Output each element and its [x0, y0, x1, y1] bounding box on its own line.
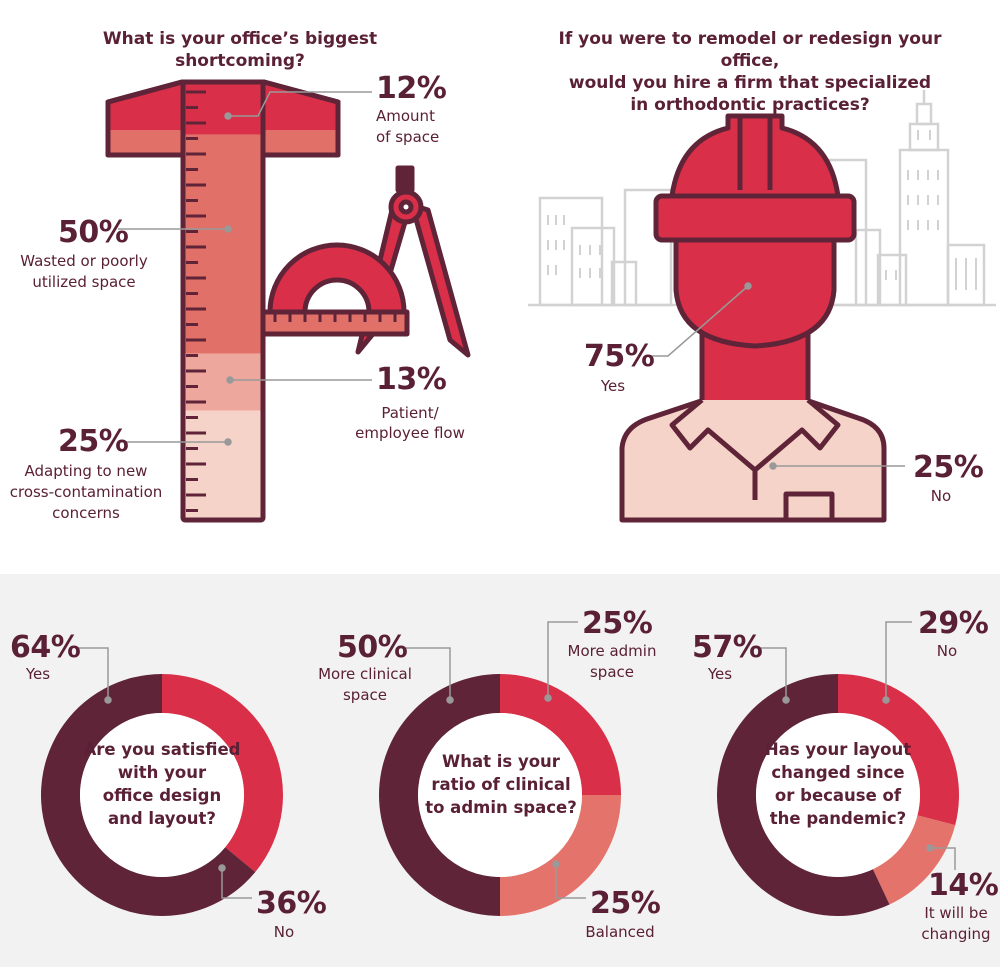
donut3-pct-changing: 14% — [928, 868, 999, 903]
donut3-question: Has your layout changed since or because… — [758, 738, 918, 830]
donut3-label-yes: Yes — [707, 665, 733, 683]
donut2-label-clinical-b: space — [342, 686, 387, 704]
donut2-label-admin-b: space — [589, 663, 634, 681]
donut3-slice-57% — [717, 674, 890, 917]
donut3-pct-yes: 57% — [692, 630, 763, 665]
ruler-label-3a: Patient/ — [381, 404, 439, 422]
donut1-slice-64% — [40, 674, 256, 917]
t-square-ruler-icon — [105, 79, 341, 523]
worker-title-line-1: If you were to remodel or redesign your … — [558, 29, 942, 71]
worker-label-no: No — [930, 487, 952, 505]
ruler-chart-title: What is your office’s biggest shortcomin… — [102, 29, 378, 71]
donut2-slice-50% — [379, 674, 500, 916]
ruler-label-3b: employee flow — [355, 424, 465, 442]
ruler-label-4c: concerns — [52, 504, 120, 522]
donut2-question: What is your ratio of clinical to admin … — [420, 750, 582, 819]
donut3-label-changing-a: It will be — [924, 904, 988, 922]
donut2-label-balanced: Balanced — [585, 923, 655, 941]
donut2-q-line-3: to admin space? — [425, 798, 577, 817]
worker-title-line-2: would you hire a firm that specialized — [568, 73, 932, 93]
donut3-q-line-2: changed since — [771, 763, 905, 782]
donut2-slice-25% — [500, 795, 621, 916]
worker-pct-yes: 75% — [584, 339, 655, 374]
worker-title-line-3: in orthodontic practices? — [630, 95, 870, 115]
donut1-q-line-4: and layout? — [107, 809, 216, 828]
donut1-q-line-2: with your — [117, 763, 207, 782]
donut1-question: Are you satisfied with your office desig… — [82, 738, 242, 830]
ruler-segment-2 — [183, 134, 263, 354]
donut-leaders — [75, 621, 956, 899]
donut1-slice-36% — [162, 674, 283, 873]
ruler-pct-4: 25% — [58, 424, 129, 459]
ruler-label-2a: Wasted or poorly — [20, 252, 148, 270]
donut3-label-no: No — [936, 642, 958, 660]
worker-label-yes: Yes — [600, 377, 626, 395]
donut3-q-line-3: or because of — [774, 786, 902, 805]
donut3-q-line-4: the pandemic? — [769, 809, 907, 828]
protractor-icon — [259, 242, 410, 337]
donut1-pct-yes: 64% — [10, 630, 81, 665]
worker-chart-title: If you were to remodel or redesign your … — [540, 28, 960, 116]
ruler-label-2b: utilized space — [32, 273, 136, 291]
ruler-label-4b: cross-contamination — [9, 483, 163, 501]
donut3-label-changing-b: changing — [921, 925, 991, 943]
donut1-label-yes: Yes — [25, 665, 51, 683]
donut2-pct-balanced: 25% — [590, 886, 661, 921]
ruler-pct-1: 12% — [376, 71, 447, 106]
ruler-label-1a: Amount — [376, 107, 435, 125]
donut2-label-admin-a: More admin — [567, 642, 657, 660]
donut3-slice-29% — [838, 674, 959, 826]
donut1-q-line-3: office design — [102, 786, 222, 805]
donut3-hole — [756, 713, 920, 877]
donut1-pct-no: 36% — [256, 886, 327, 921]
ruler-leaders — [118, 91, 372, 446]
donut2-pct-admin: 25% — [582, 606, 653, 641]
donut2-hole — [418, 713, 582, 877]
donut2-pct-clinical: 50% — [337, 630, 408, 665]
donut2-label-clinical-a: More clinical — [318, 665, 412, 683]
ruler-label-1b: of space — [376, 128, 440, 146]
ruler-pct-3: 13% — [376, 362, 447, 397]
donut1-hole — [80, 713, 244, 877]
hard-hat-worker-icon — [619, 113, 887, 523]
donut3-q-line-1: Has your layout — [764, 740, 912, 759]
donut1-q-line-1: Are you satisfied — [83, 740, 241, 759]
donut1-label-no: No — [273, 923, 295, 941]
ruler-pct-2: 50% — [58, 215, 129, 250]
donut2-slice-25% — [500, 674, 621, 795]
ruler-label-4a: Adapting to new — [24, 462, 148, 480]
worker-leaders — [646, 282, 905, 470]
donut3-pct-no: 29% — [918, 606, 989, 641]
worker-pct-no: 25% — [913, 450, 984, 485]
donut2-q-line-1: What is your — [442, 752, 560, 771]
donut3-slice-14% — [872, 815, 956, 905]
donut2-q-line-2: ratio of clinical — [431, 775, 571, 794]
